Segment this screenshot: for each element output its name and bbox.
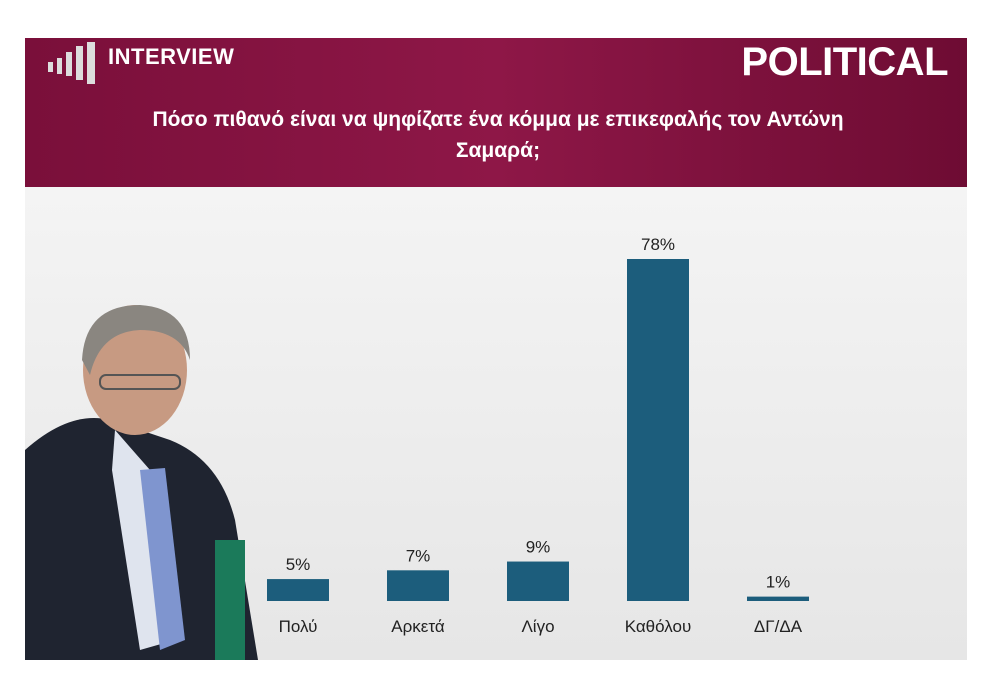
category-label: ΔΓ/ΔΑ (754, 617, 803, 636)
bar (747, 596, 809, 601)
value-label: 1% (766, 573, 791, 592)
category-label: Αρκετά (391, 617, 445, 636)
value-label: 7% (406, 546, 431, 565)
bar (387, 570, 449, 601)
logo-icon (48, 42, 95, 84)
bar (507, 561, 569, 601)
category-label: Πολύ (279, 617, 318, 636)
brand-logo: INTERVIEW (108, 44, 235, 69)
chart-title: Πόσο πιθανό είναι να ψηφίζατε ένα κόμμα … (152, 108, 844, 162)
person-photo (25, 305, 258, 660)
bar (627, 259, 689, 601)
channel-logo: POLITICAL (741, 40, 948, 84)
category-label: Λίγο (521, 617, 554, 636)
value-label: 9% (526, 538, 551, 557)
value-label: 5% (286, 555, 311, 574)
header-band (25, 38, 967, 187)
category-label: Καθόλου (625, 617, 692, 636)
bar (267, 579, 329, 601)
value-label: 78% (641, 235, 675, 254)
